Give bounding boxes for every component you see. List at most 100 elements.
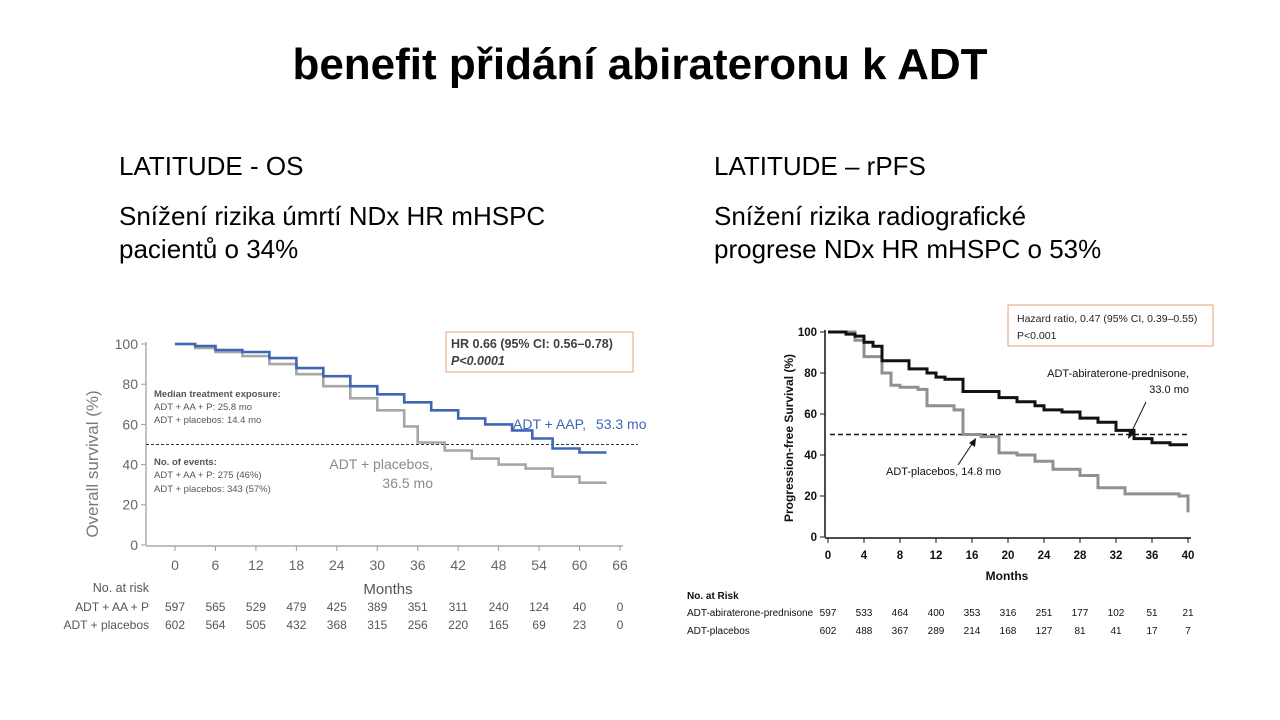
os-risk-cell: 40	[573, 600, 587, 614]
left-text-line2: pacientů o 34%	[119, 234, 299, 264]
os-risk-cell: 529	[246, 600, 266, 614]
os-series-0-line	[175, 342, 607, 454]
os-risk-header: No. at risk	[93, 581, 150, 595]
pfs-risk-cell: 102	[1108, 608, 1125, 619]
pfs-risk-cell: 21	[1182, 608, 1194, 619]
pfs-chart: Progression-free Survival (%) 0204060801…	[687, 304, 1214, 637]
pfs-placebo-arrow	[957, 443, 973, 466]
os-risk-cell: 23	[573, 618, 587, 632]
os-hr-line1: HR 0.66 (95% CI: 0.56–0.78)	[451, 337, 613, 351]
right-text-line1: Snížení rizika radiografické	[714, 201, 1027, 231]
os-placebo-label-line2: 36.5 mo	[382, 475, 433, 491]
pfs-x-tick-label: 36	[1146, 550, 1159, 562]
pfs-x-axis-label: Months	[986, 569, 1029, 583]
os-series-1-line	[175, 342, 607, 484]
pfs-risk-cell: 251	[1036, 608, 1053, 619]
pfs-y-tick-label: 20	[804, 491, 817, 503]
pfs-y-ticks: 0 20 40 60 80 100	[798, 327, 825, 544]
pfs-aap-label-line1: ADT-abiraterone-prednisone,	[1047, 368, 1189, 380]
os-risk-cell: 425	[327, 600, 347, 614]
os-y-ticks: 0 20 40 60 80 100	[115, 336, 146, 553]
os-risk-label-aap: ADT + AA + P	[75, 600, 149, 614]
os-risk-cell: 368	[327, 618, 347, 632]
os-exposure-heading: Median treatment exposure:	[154, 389, 281, 400]
os-x-tick-label: 42	[450, 557, 466, 573]
os-hr-line2: P<0.0001	[451, 354, 505, 368]
os-risk-cell: 315	[367, 618, 387, 632]
pfs-risk-cell: 597	[820, 608, 837, 619]
pfs-y-tick-label: 60	[804, 409, 817, 421]
os-risk-cell: 0	[617, 600, 624, 614]
os-y-tick-label: 100	[115, 336, 139, 352]
pfs-y-axis-label: Progression-free Survival (%)	[782, 354, 796, 522]
os-risk-cell: 311	[449, 600, 468, 614]
pfs-x-tick-label: 16	[966, 550, 979, 562]
os-y-tick-label: 20	[122, 497, 138, 513]
pfs-x-tick-label: 4	[861, 550, 868, 562]
pfs-risk-cell: 81	[1074, 626, 1086, 637]
os-risk-cell: 564	[205, 618, 225, 632]
os-y-tick-label: 40	[122, 457, 138, 473]
os-x-tick-label: 0	[171, 557, 179, 573]
pfs-x-ticks: 0 4 8 12 16 20 24 28 32 36 40	[825, 538, 1194, 562]
os-y-axis-label: Overall survival (%)	[83, 390, 102, 537]
left-text-line1: Snížení rizika úmrtí NDx HR mHSPC	[119, 201, 546, 231]
pfs-risk-cell: 316	[1000, 608, 1017, 619]
os-risk-cell: 165	[489, 618, 509, 632]
pfs-risk-header: No. at Risk	[687, 591, 739, 602]
pfs-risk-cell: 464	[892, 608, 909, 619]
pfs-aap-label-line2: 33.0 mo	[1149, 384, 1189, 396]
pfs-series-0-line	[828, 330, 1188, 447]
pfs-risk-cell: 400	[928, 608, 945, 619]
pfs-x-tick-label: 28	[1074, 550, 1087, 562]
os-risk-label-placebo: ADT + placebos	[64, 618, 150, 632]
pfs-x-tick-label: 24	[1038, 550, 1051, 562]
os-x-tick-label: 24	[329, 557, 345, 573]
pfs-risk-label-aap: ADT-abiraterone-prednisone	[687, 608, 814, 619]
os-aap-label-name: ADT + AAP,	[513, 416, 586, 432]
os-x-tick-label: 36	[410, 557, 426, 573]
os-risk-cell: 597	[165, 600, 185, 614]
os-x-tick-label: 12	[248, 557, 264, 573]
pfs-risk-cell: 367	[892, 626, 909, 637]
pfs-risk-cell: 353	[964, 608, 981, 619]
os-risk-cell: 256	[408, 618, 428, 632]
os-risk-cell: 432	[286, 618, 306, 632]
os-aap-median: 53.3 mo	[596, 416, 647, 432]
os-x-tick-label: 30	[369, 557, 385, 573]
slide-title: benefit přidání abirateronu k ADT	[292, 40, 988, 89]
os-axes	[145, 342, 623, 547]
pfs-y-tick-label: 100	[798, 327, 817, 339]
pfs-aap-arrowhead	[1128, 430, 1135, 439]
pfs-risk-cell: 168	[1000, 626, 1017, 637]
os-risk-cell: 69	[532, 618, 546, 632]
os-events-heading: No. of events:	[154, 457, 217, 468]
os-y-tick-label: 80	[122, 376, 138, 392]
pfs-risk-cell: 533	[856, 608, 873, 619]
pfs-risk-cell: 17	[1146, 626, 1158, 637]
pfs-risk-cell: 177	[1072, 608, 1089, 619]
pfs-x-tick-label: 8	[897, 550, 904, 562]
pfs-x-tick-label: 12	[930, 550, 943, 562]
os-risk-cell: 602	[165, 618, 185, 632]
pfs-hr-line2: P<0.001	[1017, 330, 1057, 342]
os-x-ticks: 0 6 12 18 24 30 36 42 48 54 60 66	[171, 546, 628, 573]
os-events-line1: ADT + AA + P: 275 (46%)	[154, 470, 262, 481]
os-x-tick-label: 6	[212, 557, 220, 573]
pfs-placebo-label: ADT-placebos, 14.8 mo	[886, 466, 1001, 478]
os-aap-label: ADT + AAP, 53.3 mo	[513, 416, 647, 432]
os-y-tick-label: 0	[130, 537, 138, 553]
os-x-axis-label: Months	[363, 581, 412, 598]
os-x-tick-label: 48	[491, 557, 507, 573]
os-risk-cell: 351	[408, 600, 428, 614]
os-risk-cell: 389	[367, 600, 387, 614]
pfs-risk-cell: 51	[1146, 608, 1158, 619]
pfs-series-lines	[828, 330, 1190, 513]
os-x-tick-label: 60	[572, 557, 588, 573]
pfs-axes	[824, 330, 1191, 539]
os-x-tick-label: 54	[531, 557, 547, 573]
os-risk-cell: 0	[617, 618, 624, 632]
pfs-risk-cell: 7	[1185, 626, 1191, 637]
pfs-risk-cell: 289	[928, 626, 945, 637]
pfs-x-tick-label: 0	[825, 550, 831, 562]
